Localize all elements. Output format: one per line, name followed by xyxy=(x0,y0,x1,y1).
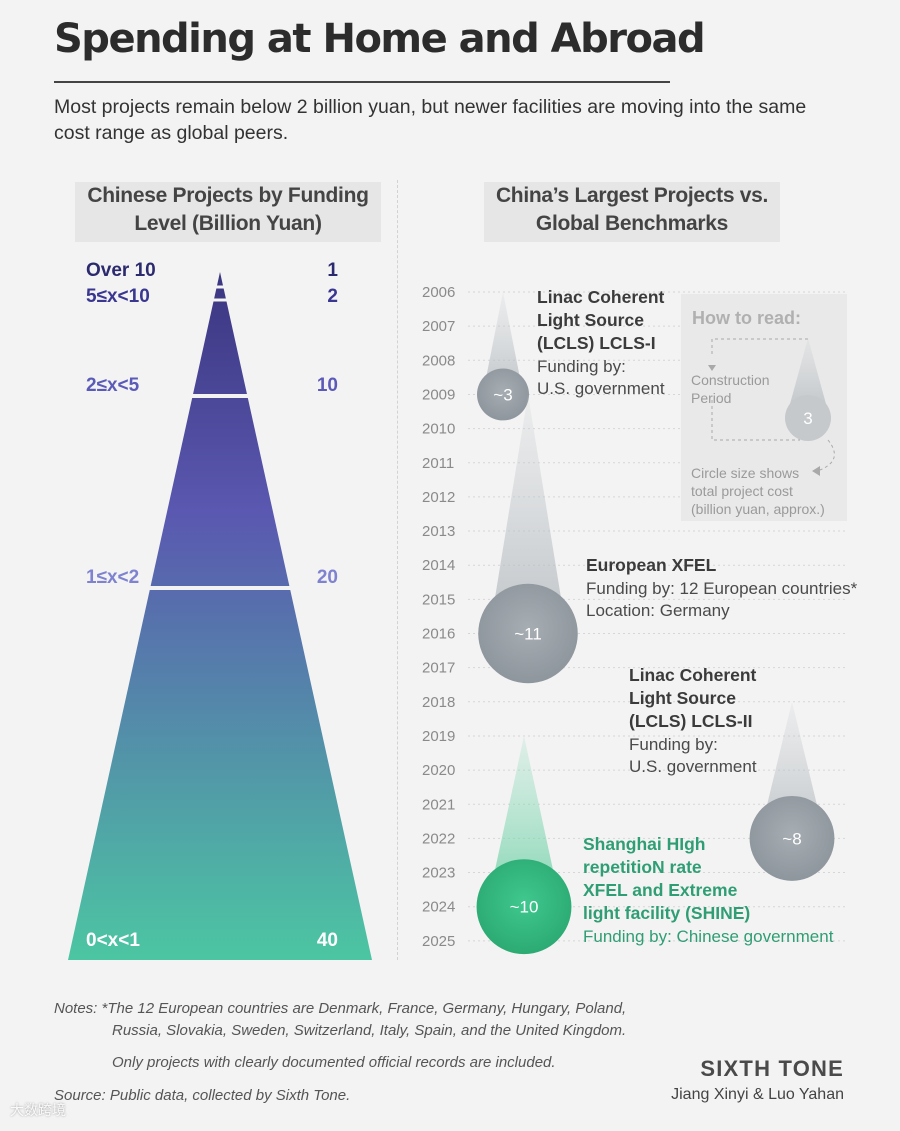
project-name: European XFEL xyxy=(586,555,717,575)
year-tick-label: 2016 xyxy=(422,626,455,643)
year-tick-label: 2006 xyxy=(422,284,455,301)
project-name: XFEL and Extreme xyxy=(583,880,738,900)
year-tick-label: 2024 xyxy=(422,899,455,916)
year-tick-label: 2010 xyxy=(422,421,455,438)
project-cost-circle xyxy=(749,795,835,881)
funding-level-label: 0<x<1 xyxy=(86,930,140,951)
pyramid-labels: Over 10 1 5≤x<10 2 2≤x<5 10 1≤x<2 20 0<x<1 40 xyxy=(86,260,338,951)
project-count-label: 2 xyxy=(327,286,338,307)
project-count-label: 20 xyxy=(317,567,338,588)
funding-level-label: 2≤x<5 xyxy=(86,375,140,396)
legend-arrow-left xyxy=(812,466,820,476)
how-to-read-legend: How to read: 3 Construction Period Circl… xyxy=(681,294,847,521)
legend-circle-label-line: total project cost xyxy=(691,483,793,499)
legend-circle-label: Circle size shows total project cost (bill… xyxy=(691,465,825,517)
project-name: (LCLS) LCLS-II xyxy=(629,711,752,731)
legend-construction-line: Construction xyxy=(691,372,770,388)
left-panel-heading: Chinese Projects by Funding Level (Billi… xyxy=(75,182,381,242)
funding-level-label: Over 10 xyxy=(86,260,156,281)
project-detail: U.S. government xyxy=(629,757,757,776)
project-name: Light Source xyxy=(537,310,644,330)
year-tick-label: 2021 xyxy=(422,796,455,813)
year-tick-label: 2015 xyxy=(422,591,455,608)
legend-circle-value: 3 xyxy=(803,409,812,428)
authors: Jiang Xinyi & Luo Yahan xyxy=(671,1086,844,1103)
year-tick-label: 2018 xyxy=(422,694,455,711)
legend-arrow-up xyxy=(708,365,716,371)
legend-bracket xyxy=(711,338,808,441)
notes: Notes: *The 12 European countries are De… xyxy=(54,998,626,1107)
year-tick-label: 2008 xyxy=(422,352,455,369)
project-name: light facility (SHINE) xyxy=(583,903,750,923)
year-tick-label: 2014 xyxy=(422,557,455,574)
notes-line: Only projects with clearly documented of… xyxy=(112,1054,556,1071)
project-cost-circle xyxy=(477,368,529,421)
chart-canvas: Over 10 1 5≤x<10 2 2≤x<5 10 1≤x<2 20 0<x<1 40 200… xyxy=(68,260,858,960)
year-tick-label: 2023 xyxy=(422,865,455,882)
project-cost-label: ~8 xyxy=(782,829,801,848)
project-detail: Funding by: Chinese government xyxy=(583,927,834,946)
page-subtitle: Most projects remain below 2 billion yua… xyxy=(54,96,807,144)
funding-level-label: 5≤x<10 xyxy=(86,286,150,307)
page-title: Spending at Home and Abroad xyxy=(54,16,706,62)
funding-pyramid xyxy=(68,272,372,960)
source-line: Source: Public data, collected by Sixth … xyxy=(54,1087,351,1104)
legend-circle xyxy=(785,395,831,441)
legend-title: How to read: xyxy=(692,308,801,328)
year-tick-label: 2017 xyxy=(422,660,455,677)
brand-logo: SIXTH TONE xyxy=(700,1056,844,1081)
year-tick-label: 2009 xyxy=(422,386,455,403)
project-cost-label: ~11 xyxy=(514,625,542,644)
year-tick-label: 2013 xyxy=(422,523,455,540)
project-count-label: 1 xyxy=(327,260,338,281)
project-cost-label: ~10 xyxy=(510,898,539,917)
funding-level-label: 1≤x<2 xyxy=(86,567,139,588)
year-tick-label: 2020 xyxy=(422,762,455,779)
project-name: Linac Coherent xyxy=(629,665,757,685)
year-tick-label: 2019 xyxy=(422,728,455,745)
project-count-label: 40 xyxy=(317,930,338,951)
pyramid-body xyxy=(68,272,372,960)
year-tick-label: 2007 xyxy=(422,318,455,335)
project-count-label: 10 xyxy=(317,375,338,396)
left-panel-heading-text: Chinese Projects by Funding Level (Billi… xyxy=(87,184,369,235)
project-name: repetitioN rate xyxy=(583,857,702,877)
project-name: Shanghai HIgh xyxy=(583,834,706,854)
legend-curve xyxy=(819,439,835,471)
project-name: Light Source xyxy=(629,688,736,708)
year-tick-label: 2025 xyxy=(422,933,455,950)
project-detail: Funding by: 12 European countries* xyxy=(586,579,858,598)
project-name: (LCLS) LCLS-I xyxy=(537,333,656,353)
project-detail: Location: Germany xyxy=(586,601,730,620)
timeline: 2006 2007 2008 2009 2010 2011 2012 2013 2014 2015… xyxy=(422,284,848,950)
right-panel-heading: China’s Largest Projects vs. Global Benc… xyxy=(484,182,780,242)
year-tick-label: 2012 xyxy=(422,489,455,506)
panel-divider xyxy=(397,180,398,960)
notes-line: Russia, Slovakia, Sweden, Switzerland, I… xyxy=(112,1022,627,1039)
project-detail: Funding by: xyxy=(537,357,626,376)
year-tick-label: 2011 xyxy=(422,455,454,472)
right-panel-heading-text: China’s Largest Projects vs. Global Benc… xyxy=(495,184,769,235)
legend-circle-label-line: Circle size shows xyxy=(691,465,799,481)
projects: ~3 Linac Coherent Light Source (LCLS) LCLS-… xyxy=(476,287,858,955)
legend-circle-label-line: (billion yuan, approx.) xyxy=(691,501,825,517)
project-cost-circle xyxy=(476,859,572,955)
title-underline xyxy=(54,81,670,83)
project-detail: U.S. government xyxy=(537,379,665,398)
watermark: 大数跨境 xyxy=(10,1102,66,1118)
project-detail: Funding by: xyxy=(629,735,718,754)
project-cost-circle xyxy=(478,583,578,684)
year-tick-label: 2022 xyxy=(422,830,455,847)
project-cost-label: ~3 xyxy=(493,385,512,404)
project-name: Linac Coherent xyxy=(537,287,665,307)
legend-construction-line: Period xyxy=(691,390,731,406)
notes-line: Notes: *The 12 European countries are De… xyxy=(54,1000,627,1017)
